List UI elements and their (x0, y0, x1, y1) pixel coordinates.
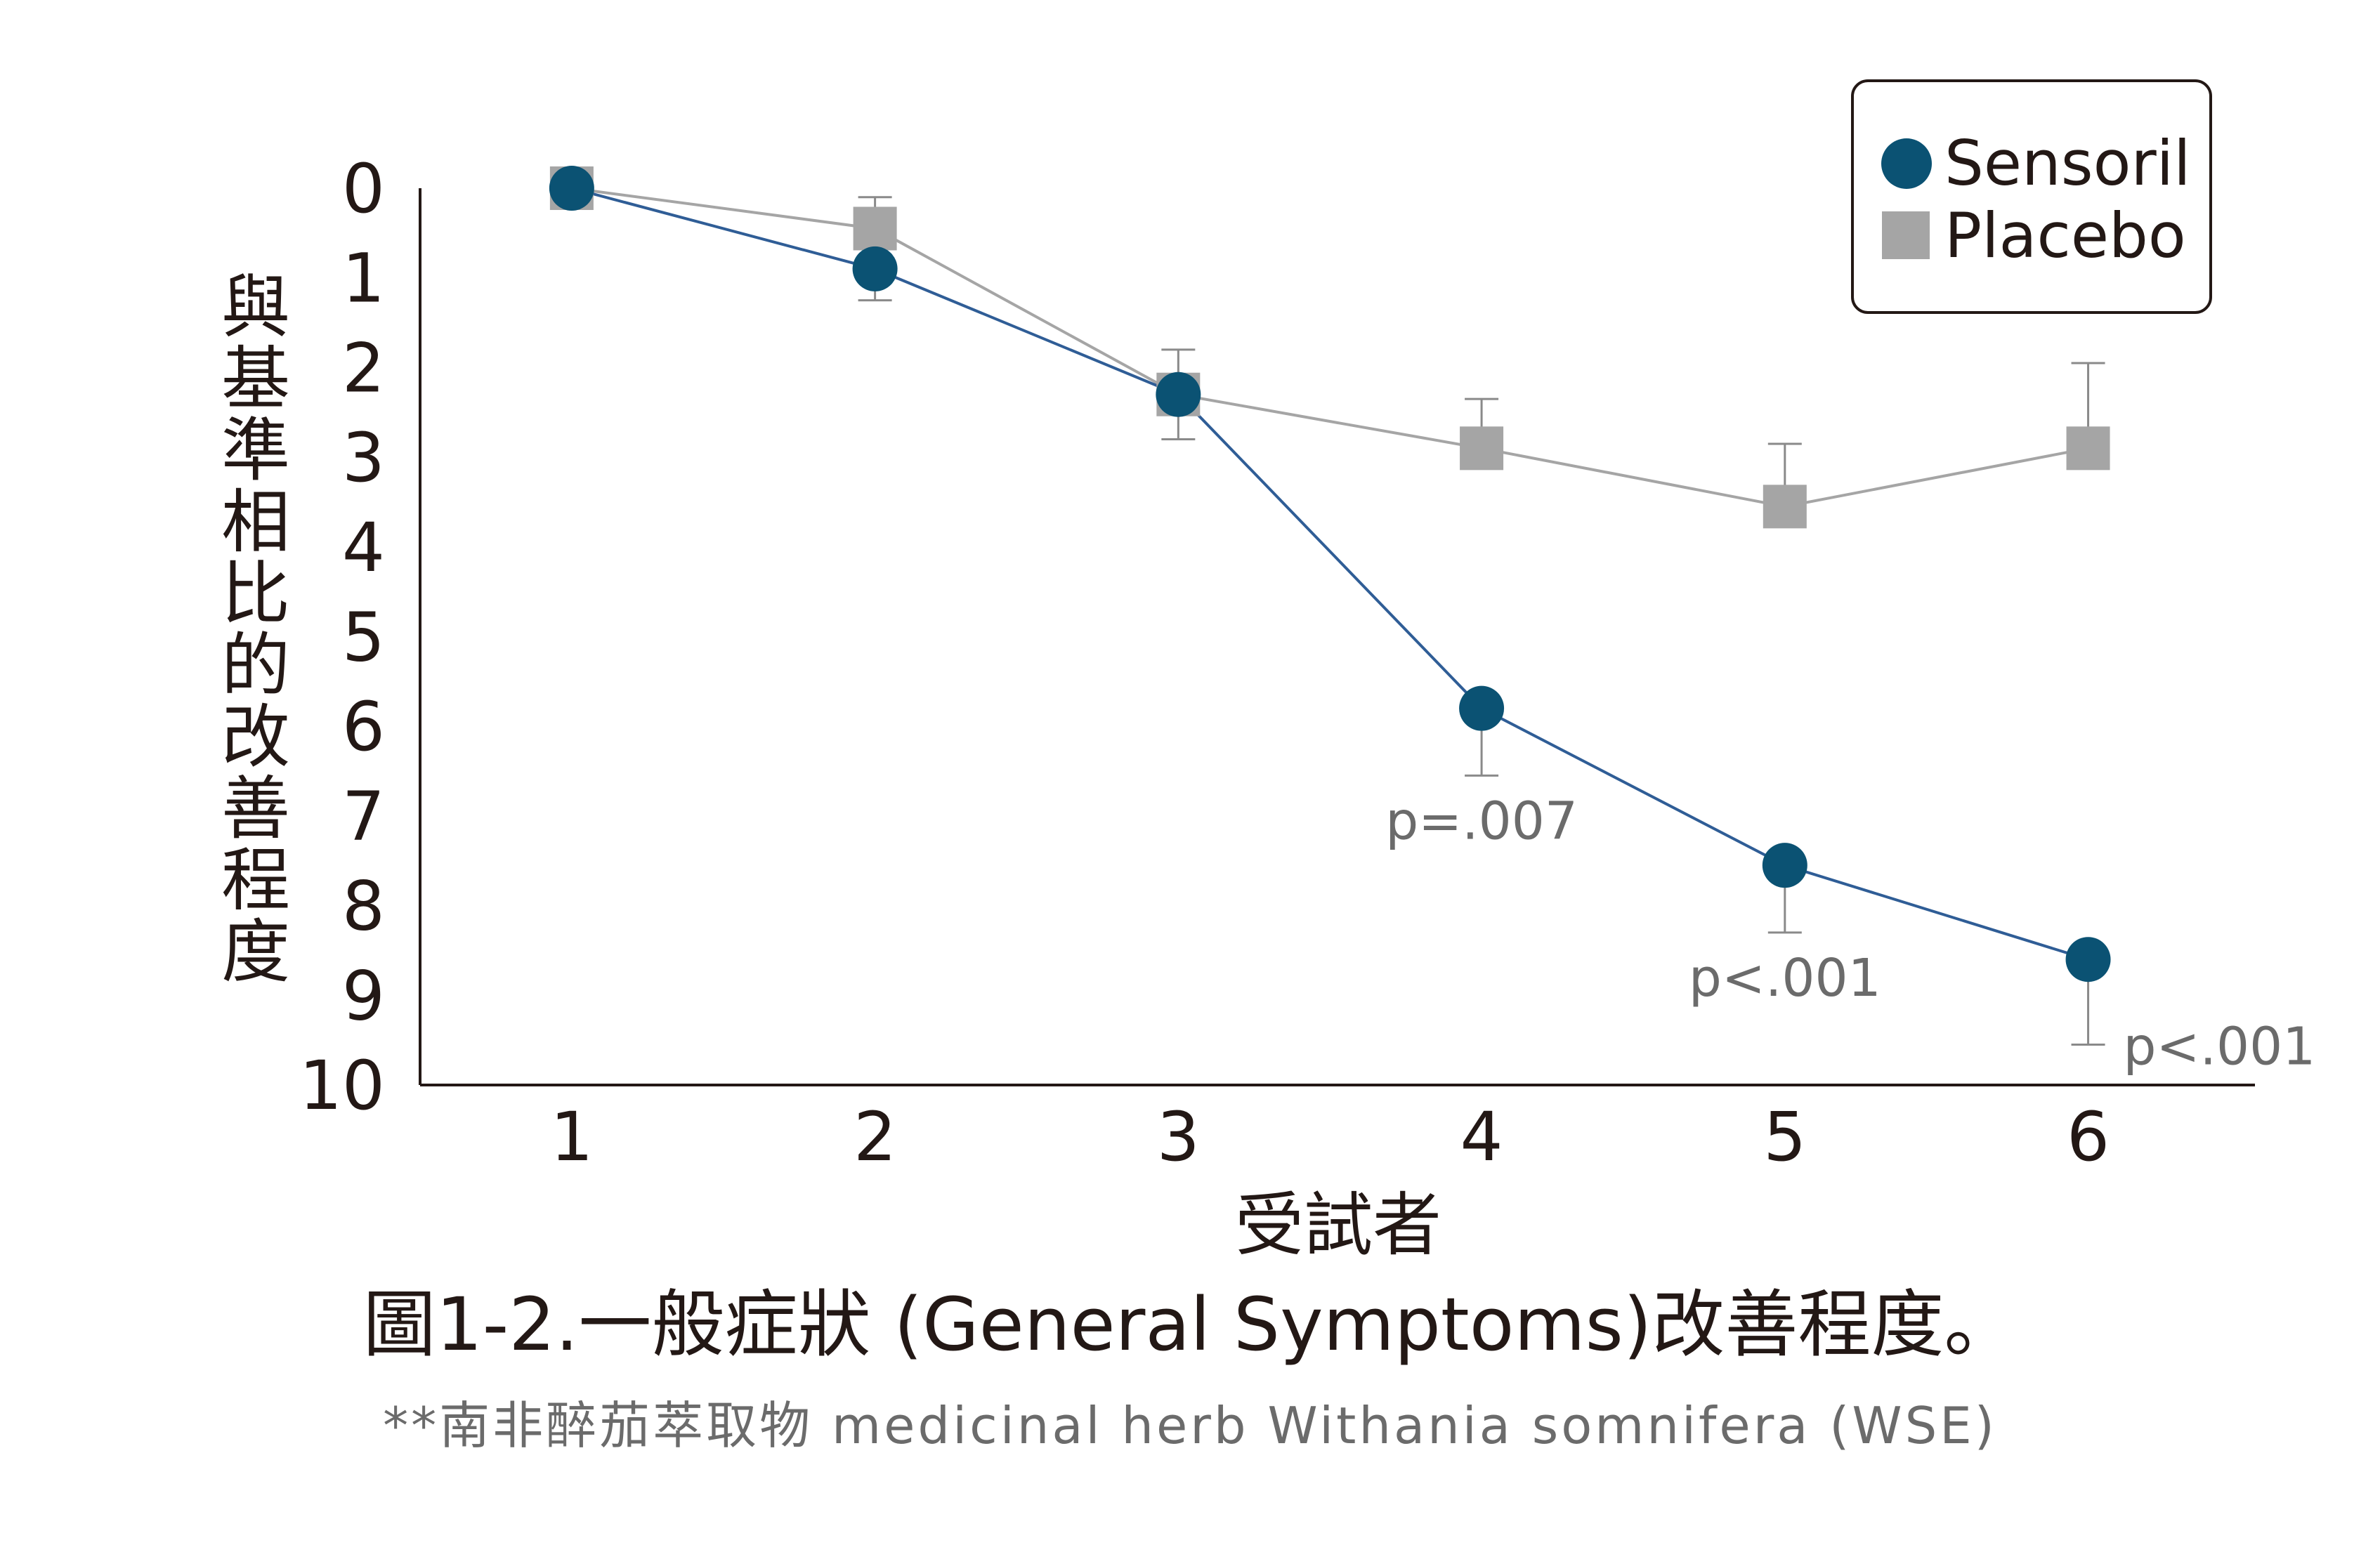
x-tick-label: 5 (1763, 1098, 1806, 1176)
y-tick-label: 1 (342, 239, 385, 318)
figure-caption: 圖1-2.一般症狀 (General Symptoms)改善程度。 (363, 1282, 2018, 1367)
placebo-point (1460, 426, 1504, 471)
y-tick-label: 7 (342, 777, 385, 856)
legend-placebo-label: Placebo (1944, 199, 2186, 272)
placebo-point (853, 206, 897, 251)
legend-placebo-marker (1882, 211, 1930, 259)
y-tick-label: 5 (342, 598, 385, 677)
placebo-point (1763, 485, 1807, 529)
y-tick-label: 4 (342, 508, 385, 587)
error-bars (858, 196, 2105, 1046)
sensoril-point (1156, 372, 1201, 417)
y-tick-label: 9 (342, 956, 385, 1035)
x-tick-label: 1 (550, 1098, 593, 1176)
legend-sensoril-label: Sensoril (1944, 127, 2191, 199)
sensoril-point (2065, 937, 2111, 982)
x-axis-title: 受試者 (1235, 1185, 1441, 1265)
p-value-annotation: p<.001 (2124, 1017, 2316, 1077)
series-line-sensoril (571, 187, 2089, 961)
y-axis-title: 與基準相比的改善程度 (209, 270, 289, 987)
sensoril-point (1762, 843, 1807, 888)
markers (549, 166, 2111, 982)
legend-box (1851, 79, 2212, 314)
figure-subcaption: **南非醉茄萃取物 medicinal herb Withania somnif… (383, 1396, 1997, 1455)
legend: Sensoril Placebo (1851, 79, 2212, 314)
x-tick-label: 6 (2067, 1098, 2110, 1176)
sensoril-point (852, 246, 898, 291)
annotations: p=.007 p<.001 p<.001 (1385, 791, 2315, 1077)
y-tick-label: 10 (299, 1046, 385, 1125)
y-tick-label: 0 (342, 150, 385, 228)
sensoril-point (549, 166, 594, 211)
x-tick-label: 2 (854, 1098, 896, 1176)
sensoril-point (1459, 685, 1505, 731)
y-tick-label: 2 (342, 329, 385, 407)
y-tick-label: 3 (342, 419, 385, 497)
series-line-placebo (571, 187, 2088, 508)
p-value-annotation: p<.001 (1689, 948, 1881, 1008)
series-lines (571, 187, 2089, 961)
x-tick-label: 3 (1157, 1098, 1200, 1176)
y-tick-label: 6 (342, 688, 385, 766)
x-tick-label: 4 (1460, 1098, 1503, 1176)
legend-sensoril-marker (1881, 138, 1932, 189)
p-value-annotation: p=.007 (1385, 791, 1578, 851)
y-tick-label: 8 (342, 867, 385, 946)
placebo-point (2066, 426, 2110, 471)
axes: 0 1 2 3 4 5 6 7 8 9 10 1 2 3 4 5 6 (299, 150, 2255, 1176)
